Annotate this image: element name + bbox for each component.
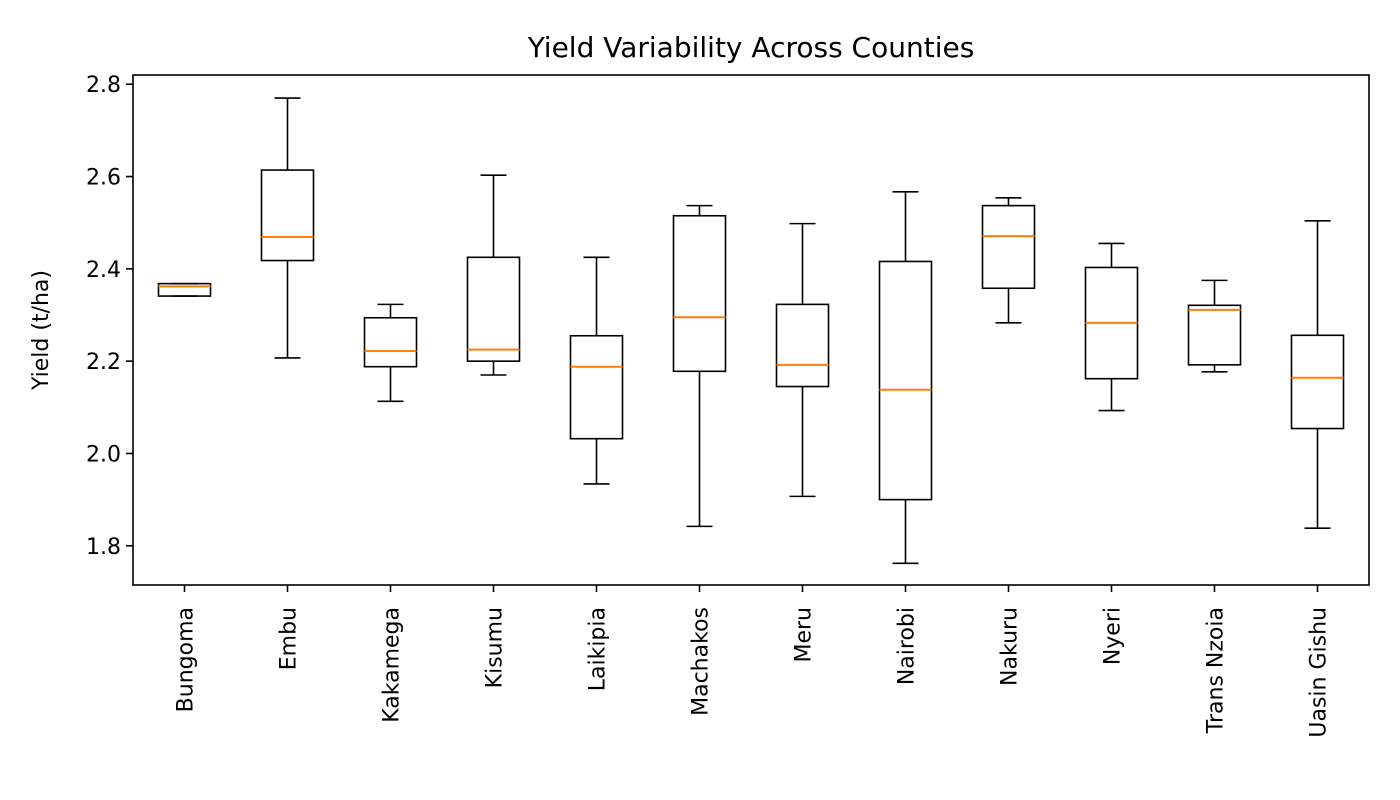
- iqr-box: [775, 303, 830, 388]
- y-tick-label: 2.8: [86, 73, 121, 98]
- x-tick-label: Trans Nzoia: [1204, 607, 1229, 734]
- box-nakuru: [981, 196, 1036, 324]
- y-tick-label: 2.2: [86, 350, 121, 375]
- iqr-box: [981, 204, 1036, 290]
- box-uasin-gishu: [1290, 220, 1345, 530]
- x-tick-label: Nyeri: [1101, 607, 1126, 665]
- y-tick-label: 2.6: [86, 166, 121, 191]
- box-series: [157, 97, 1345, 565]
- box-embu: [260, 97, 315, 359]
- iqr-box: [1290, 334, 1345, 430]
- x-tick-label: Machakos: [689, 607, 714, 716]
- y-tick-label: 2.0: [86, 442, 121, 467]
- x-tick-label: Bungoma: [174, 607, 199, 712]
- box-kakamega: [363, 303, 418, 403]
- x-tick-label: Uasin Gishu: [1307, 607, 1332, 738]
- iqr-box: [569, 334, 624, 440]
- iqr-box: [1187, 304, 1242, 366]
- x-tick-label: Kakamega: [380, 607, 405, 723]
- iqr-box: [878, 260, 933, 501]
- x-axis-ticks: Bungoma Embu Kakamega Kisumu Laikipia Machako…: [174, 585, 1332, 738]
- box-bungoma: [157, 282, 212, 297]
- x-tick-label: Embu: [277, 607, 302, 670]
- y-tick-label: 2.4: [86, 258, 121, 283]
- x-tick-label: Nairobi: [895, 607, 920, 685]
- box-kisumu: [466, 174, 521, 376]
- iqr-box: [466, 256, 521, 362]
- x-tick-label: Meru: [792, 607, 817, 663]
- box-trans-nzoia: [1187, 279, 1242, 373]
- chart-title: Yield Variability Across Counties: [527, 31, 975, 64]
- box-machakos: [672, 204, 727, 528]
- box-nairobi: [878, 190, 933, 565]
- y-axis-label: Yield (t/ha): [29, 270, 54, 391]
- x-tick-label: Laikipia: [586, 607, 611, 691]
- iqr-box: [672, 214, 727, 373]
- box-nyeri: [1084, 242, 1139, 412]
- iqr-box: [363, 316, 418, 368]
- iqr-box: [260, 169, 315, 262]
- y-tick-label: 1.8: [86, 535, 121, 560]
- x-tick-label: Nakuru: [998, 607, 1023, 686]
- plot-area-frame: [132, 74, 1370, 586]
- x-tick-label: Kisumu: [483, 607, 508, 688]
- box-meru: [775, 222, 830, 498]
- box-laikipia: [569, 256, 624, 485]
- y-axis-ticks: 1.8 2.0 2.2 2.4 2.6 2.8: [86, 73, 133, 560]
- iqr-box: [157, 282, 212, 297]
